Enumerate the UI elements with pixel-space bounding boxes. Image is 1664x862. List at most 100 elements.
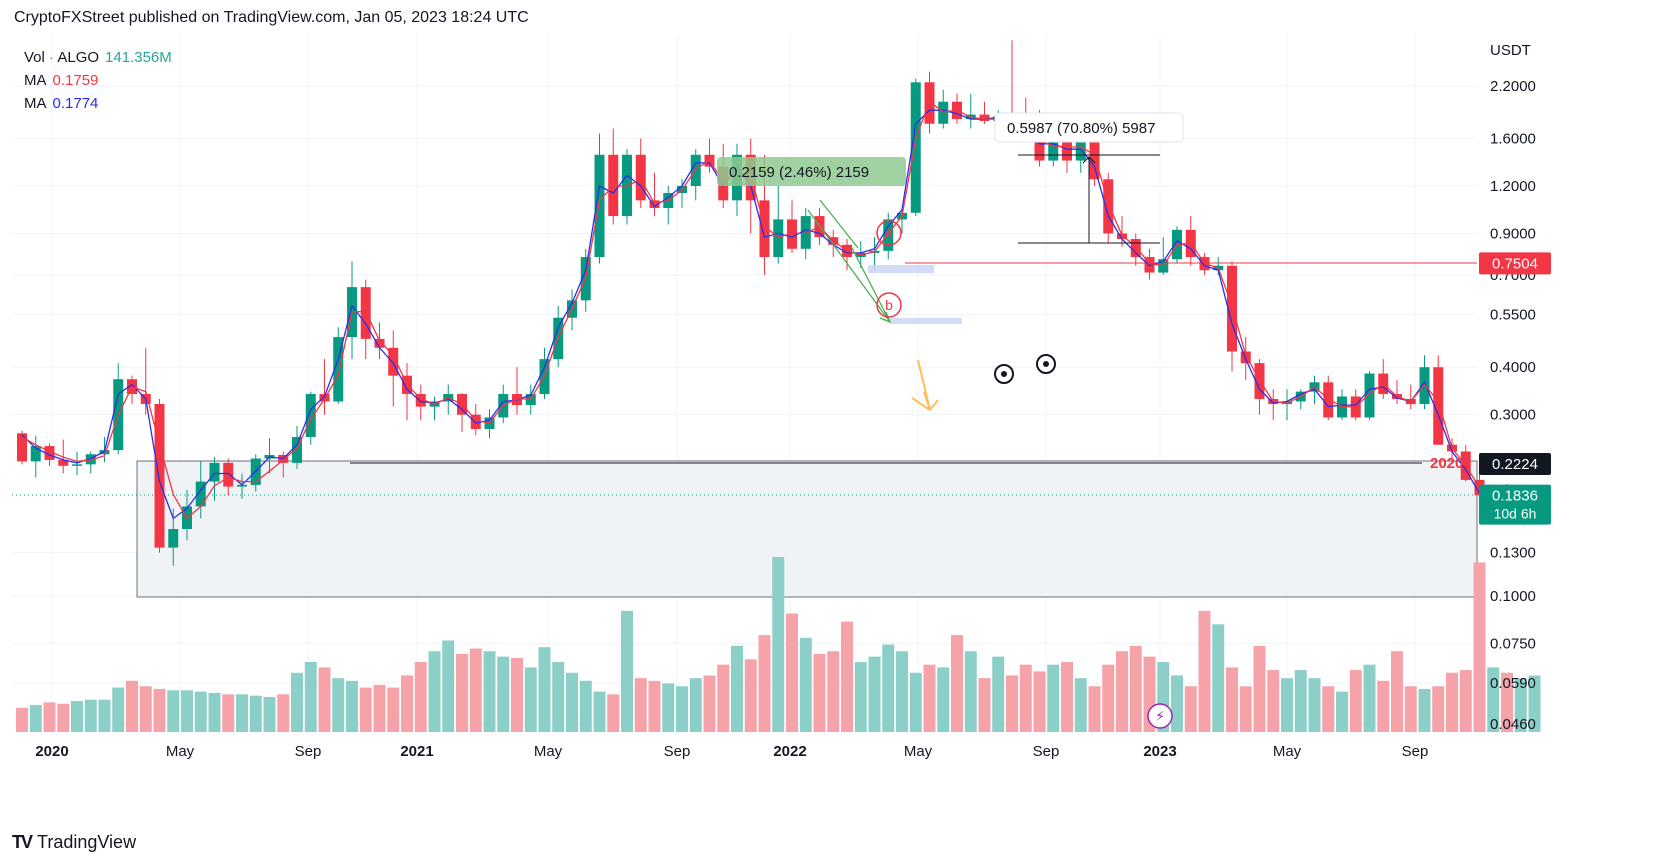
volume-bar	[662, 683, 675, 732]
candle	[1185, 216, 1196, 266]
candle	[154, 398, 165, 553]
pivot-marker-1	[994, 364, 1014, 384]
candle	[1268, 389, 1279, 421]
legend-ma1-value: 0.1759	[52, 72, 99, 89]
price-label-1: 0.2224	[1479, 453, 1551, 476]
candle	[1254, 359, 1265, 415]
volume-bar	[524, 667, 537, 732]
volume-bar	[1212, 624, 1225, 732]
candle	[1364, 371, 1375, 421]
volume-bar	[1487, 667, 1500, 732]
price-axis[interactable]: 2.20001.60001.20000.90000.70000.55000.40…	[1490, 78, 1536, 733]
volume-bar	[1006, 675, 1018, 732]
price-label-0: 0.7504	[1479, 252, 1551, 275]
circle-marker-a: a	[876, 220, 902, 246]
legend-ma2-value: 0.1774	[52, 95, 99, 112]
volume-bar	[1253, 645, 1266, 732]
time-tick-4: May	[534, 743, 563, 760]
candle	[1433, 355, 1444, 445]
legend-volume: Vol · ALGO 141.356M	[24, 46, 172, 69]
svg-text:⚡: ⚡	[1155, 709, 1165, 725]
time-tick-1: May	[166, 743, 195, 760]
measure-green-text: 0.2159 (2	[729, 164, 792, 181]
volume-bar	[703, 675, 716, 732]
circle-b-label: b	[885, 297, 893, 313]
volume-bar	[538, 647, 551, 732]
candle	[1392, 380, 1402, 405]
volume-bar	[387, 687, 400, 732]
volume-bar	[676, 686, 688, 732]
price-chart[interactable]: a b 0.2159 (2.46%) 2159 0.5987 (70.80%) …	[0, 0, 1664, 830]
volume-bar	[813, 653, 826, 732]
legend-volume-label: Vol · ALGO	[24, 49, 100, 66]
volume-bar	[868, 656, 881, 732]
time-tick-0: 2020	[35, 743, 68, 760]
candle	[787, 200, 797, 253]
volume-bar	[1116, 651, 1128, 732]
volume-bar	[772, 557, 785, 732]
price-tick-8: 0.1300	[1490, 545, 1536, 562]
volume-bar	[1239, 686, 1252, 732]
candle	[677, 179, 687, 209]
volume-bar	[634, 678, 647, 732]
volume-bar	[222, 694, 235, 732]
volume-bar	[1528, 675, 1541, 732]
volume-bar	[84, 699, 97, 732]
legend-ma-2: MA 0.1774	[24, 92, 172, 115]
volume-bar	[978, 678, 991, 732]
volume-bar	[1033, 671, 1046, 732]
zone-label-2020: 2020	[1430, 455, 1463, 472]
time-tick-2: Sep	[295, 743, 322, 760]
tradingview-brand: TV TradingView	[12, 832, 136, 853]
volume-bar	[964, 651, 977, 732]
volume-bar	[1501, 672, 1513, 732]
candle	[1130, 233, 1141, 266]
time-axis[interactable]: 2020 May Sep 2021 May Sep 2022 May Sep 2023 May Sep	[35, 743, 1428, 760]
candle	[979, 101, 990, 124]
volume-bar	[951, 635, 963, 732]
ma-red-line	[21, 100, 1507, 520]
candle	[608, 128, 619, 225]
volume-bar	[786, 613, 798, 732]
candle	[1282, 389, 1292, 421]
volume-bar	[731, 645, 743, 732]
candle	[209, 457, 220, 501]
volume-bar	[483, 651, 496, 732]
volume-bar	[57, 703, 70, 732]
volume-bar	[744, 659, 757, 732]
legend-ma1-label: MA	[24, 72, 47, 89]
time-tick-7: May	[904, 743, 933, 760]
volume-bar	[1404, 686, 1417, 732]
volume-bar	[1363, 664, 1376, 732]
volume-bar	[469, 648, 482, 732]
replay-icon[interactable]: ⚡	[1147, 703, 1173, 729]
ma-blue-line	[21, 109, 1508, 520]
volume-bar	[827, 651, 840, 732]
price-tick-2: 1.2000	[1490, 178, 1536, 195]
drawing-orange-fan	[911, 359, 939, 411]
volume-bar	[43, 702, 56, 732]
volume-bar	[937, 667, 950, 732]
price-tick-9: 0.1000	[1490, 588, 1536, 605]
volume-bar	[153, 688, 166, 732]
price-tick-3: 0.9000	[1490, 225, 1536, 242]
volume-bar	[497, 656, 510, 732]
circle-marker-b: b	[876, 292, 902, 318]
publish-header: CryptoFXStreet published on TradingView.…	[14, 9, 529, 26]
candle	[649, 172, 660, 217]
volume-bar	[304, 662, 317, 732]
volume-bar	[98, 699, 111, 732]
volume-bar	[896, 651, 908, 732]
candle	[965, 93, 976, 129]
volume-bar	[359, 687, 372, 732]
price-tick-7: 0.3000	[1490, 407, 1536, 424]
volume-bar	[1184, 686, 1197, 732]
volume-bar	[1459, 670, 1472, 732]
volume-bar	[1336, 691, 1348, 732]
volume-bar	[1391, 651, 1403, 732]
candle	[773, 185, 784, 264]
price-tick-0: 2.2000	[1490, 78, 1536, 95]
candle	[1323, 375, 1334, 421]
tradingview-wordmark: TradingView	[37, 832, 137, 852]
candle	[85, 451, 96, 474]
